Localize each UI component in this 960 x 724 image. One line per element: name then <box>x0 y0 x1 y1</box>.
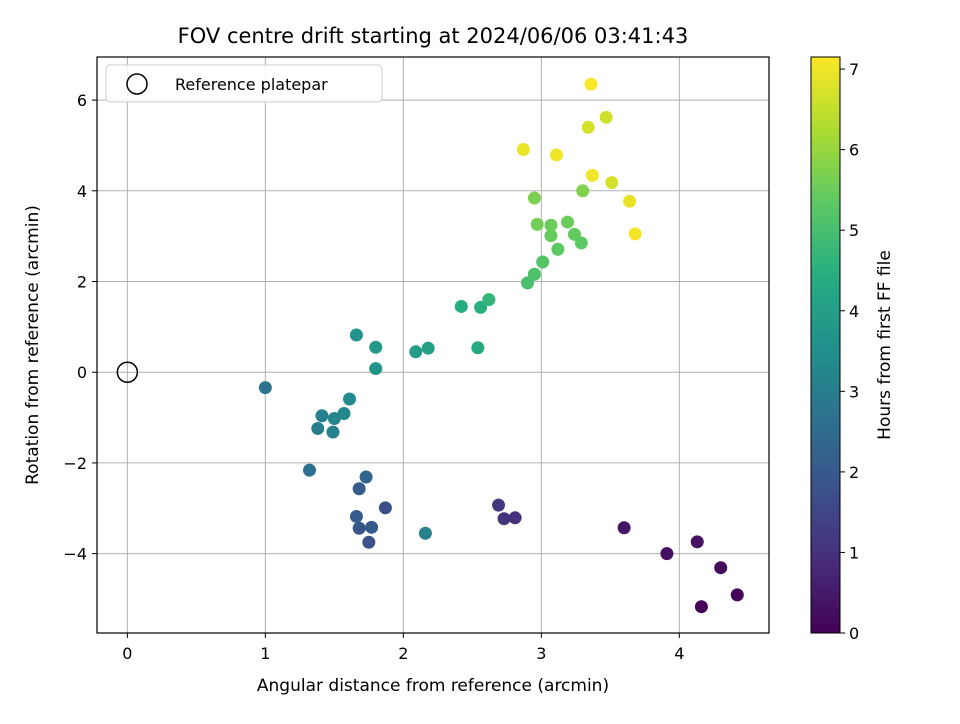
data-point <box>349 328 363 342</box>
data-point <box>576 184 590 198</box>
data-point <box>527 267 541 281</box>
data-point <box>527 191 541 205</box>
x-tick-label: 2 <box>398 644 408 663</box>
data-point <box>628 227 642 241</box>
y-axis: −4 −2 0 2 4 6 <box>63 91 97 564</box>
legend: Reference platepar <box>105 64 383 103</box>
data-point <box>605 176 619 190</box>
colorbar-tick-label: 3 <box>849 382 859 401</box>
data-point <box>327 411 341 425</box>
colorbar: 0 1 2 3 4 5 6 7 Hours from first FF file <box>810 56 895 643</box>
data-point <box>544 229 558 243</box>
data-point <box>585 168 599 182</box>
colorbar-tick-label: 4 <box>849 302 859 321</box>
legend-label: Reference platepar <box>175 75 328 94</box>
data-points <box>258 77 744 614</box>
data-point <box>421 341 435 355</box>
y-tick-label: −4 <box>63 545 87 564</box>
data-point <box>508 511 522 525</box>
colorbar-gradient <box>810 56 841 634</box>
colorbar-tick-label: 6 <box>849 141 859 160</box>
chart-title: FOV centre drift starting at 2024/06/06 … <box>178 24 689 48</box>
data-point <box>378 501 392 515</box>
data-point <box>365 520 379 534</box>
data-point <box>544 218 558 232</box>
y-tick-label: −2 <box>63 454 87 473</box>
data-point <box>352 482 366 496</box>
plot-frame <box>96 56 770 634</box>
data-point <box>482 293 496 307</box>
data-point <box>474 300 488 314</box>
data-point <box>362 535 376 549</box>
data-point <box>337 406 351 420</box>
colorbar-ticks: 0 1 2 3 4 5 6 7 <box>840 60 859 643</box>
data-point <box>690 535 704 549</box>
data-point <box>492 498 506 512</box>
x-tick-label: 1 <box>260 644 270 663</box>
colorbar-tick-label: 2 <box>849 463 859 482</box>
data-point <box>409 345 423 359</box>
data-point <box>581 120 595 134</box>
data-point <box>584 77 598 91</box>
x-tick-label: 3 <box>536 644 546 663</box>
data-point <box>326 425 340 439</box>
y-tick-label: 0 <box>77 363 87 382</box>
data-point <box>497 512 511 526</box>
data-point <box>315 409 329 423</box>
data-point <box>551 242 565 256</box>
data-point <box>471 341 485 355</box>
y-axis-label: Rotation from reference (arcmin) <box>23 205 43 485</box>
x-tick-label: 0 <box>122 644 132 663</box>
reference-point <box>116 361 139 383</box>
data-point <box>258 381 272 395</box>
data-point <box>359 470 373 484</box>
data-point <box>311 421 325 435</box>
data-point <box>516 143 530 157</box>
data-point <box>349 509 363 523</box>
data-point <box>369 362 383 376</box>
data-point <box>623 194 637 208</box>
y-tick-label: 2 <box>77 273 87 292</box>
colorbar-tick-label: 5 <box>849 221 859 240</box>
data-point <box>454 299 468 313</box>
data-point <box>730 588 744 602</box>
colorbar-tick-label: 1 <box>849 543 859 562</box>
x-axis-label: Angular distance from reference (arcmin) <box>257 676 609 696</box>
data-point <box>352 521 366 535</box>
data-point <box>303 463 317 477</box>
data-point <box>369 340 383 354</box>
x-tick-label: 4 <box>674 644 684 663</box>
data-point <box>617 521 631 535</box>
y-tick-label: 4 <box>77 182 87 201</box>
data-point <box>530 217 544 231</box>
y-tick-label: 6 <box>77 91 87 110</box>
data-point <box>660 547 674 561</box>
data-point <box>418 526 432 540</box>
data-point <box>549 148 563 162</box>
data-point <box>536 255 550 269</box>
colorbar-tick-label: 7 <box>849 60 859 79</box>
data-point <box>599 110 613 124</box>
legend-marker <box>126 73 148 95</box>
data-point <box>343 392 357 406</box>
colorbar-tick-label: 0 <box>849 624 859 643</box>
data-point <box>714 561 728 575</box>
colorbar-label: Hours from first FF file <box>875 250 895 440</box>
data-point <box>561 215 575 229</box>
data-point <box>694 600 708 614</box>
legend-box <box>105 64 383 103</box>
x-axis: 0 1 2 3 4 <box>122 633 684 663</box>
data-point <box>574 236 588 250</box>
